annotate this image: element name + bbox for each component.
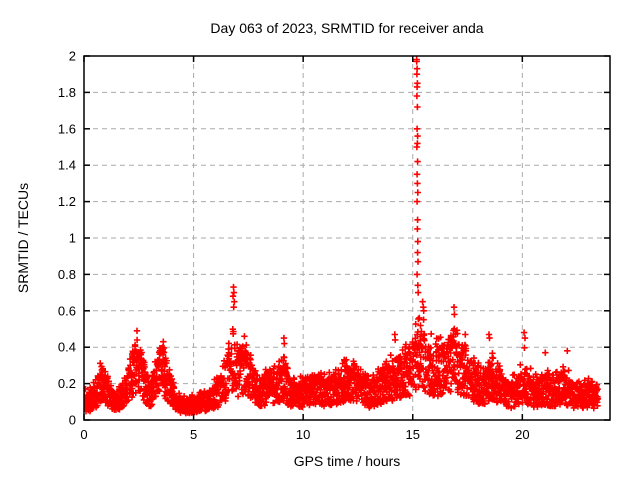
y-tick-label: 0.6	[58, 303, 76, 318]
x-tick-label: 0	[80, 427, 87, 442]
y-tick-label: 1.4	[58, 158, 76, 173]
x-axis-label: GPS time / hours	[294, 453, 401, 469]
y-axis-label: SRMTID / TECUs	[15, 183, 31, 293]
chart-title: Day 063 of 2023, SRMTID for receiver and…	[210, 20, 483, 36]
y-tick-label: 1.8	[58, 85, 76, 100]
data-point-markers	[84, 56, 602, 417]
x-tick-label: 10	[296, 427, 310, 442]
plot-frame	[83, 55, 611, 421]
x-tick-label: 15	[406, 427, 420, 442]
y-tick-label: 1.6	[58, 121, 76, 136]
y-tick-label: 0	[69, 413, 76, 428]
y-tick-label: 0.8	[58, 267, 76, 282]
grid-lines	[84, 56, 610, 420]
y-tick-label: 0.2	[58, 376, 76, 391]
y-tick-label: 0.4	[58, 340, 76, 355]
x-tick-label: 20	[515, 427, 529, 442]
scatter-points	[84, 56, 602, 417]
tick-labels: 0 5 10 15 20 0 0.2 0.4 0.6 0.8 1 1.2 1.4 1.6 1.8 2	[58, 49, 530, 443]
y-tick-label: 2	[69, 49, 76, 64]
x-tick-label: 5	[190, 427, 197, 442]
y-tick-label: 1.2	[58, 194, 76, 209]
y-tick-label: 1	[69, 231, 76, 246]
